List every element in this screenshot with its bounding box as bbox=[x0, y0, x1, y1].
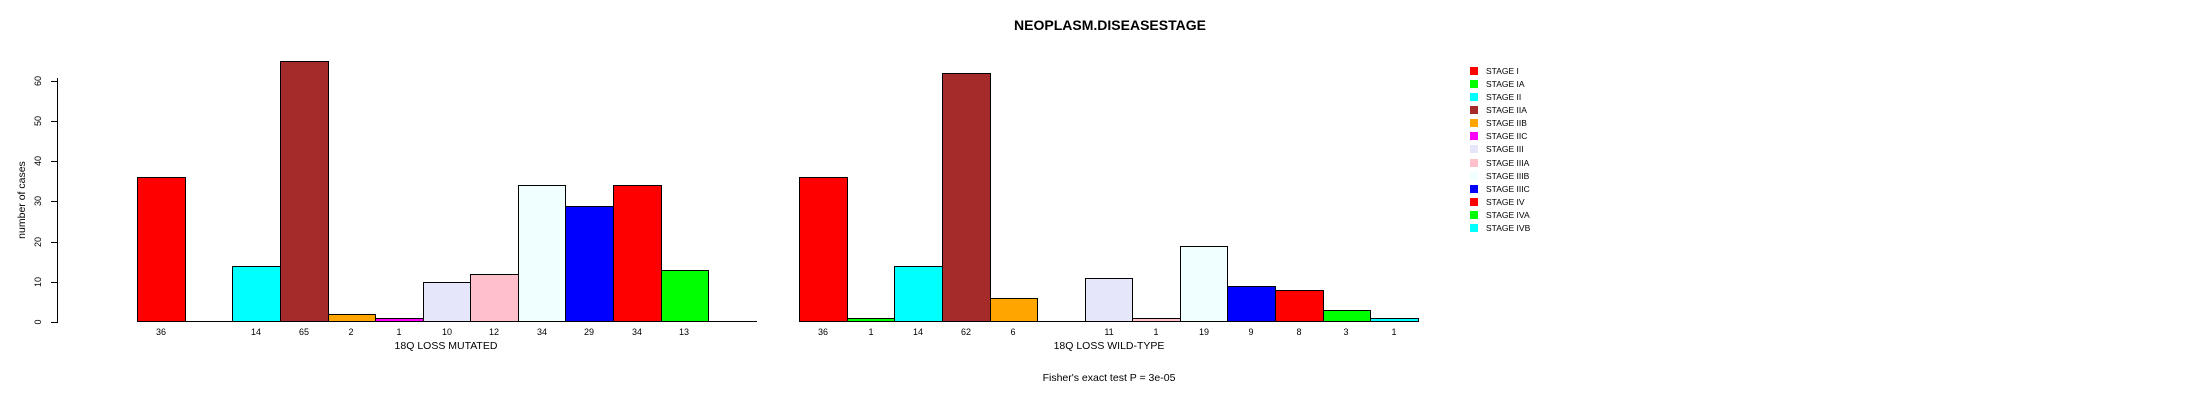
bar-count-label: 11 bbox=[1104, 327, 1114, 337]
legend-swatch-stage-iiia bbox=[1470, 159, 1478, 167]
bar-count-label: 1 bbox=[868, 327, 874, 337]
bar-count-label: 36 bbox=[817, 327, 829, 337]
bar-stage-ii-mutated bbox=[232, 266, 281, 322]
bar-stage-iia-wild-type bbox=[942, 73, 991, 322]
chart-title: NEOPLASM.DISEASESTAGE bbox=[1014, 17, 1206, 33]
bar-count-label: 65 bbox=[298, 327, 310, 337]
legend-swatch-stage-iii bbox=[1470, 145, 1478, 153]
legend-swatch-stage-iv bbox=[1470, 198, 1478, 206]
bar-stage-i-wild-type bbox=[799, 177, 848, 322]
bar-count-label: 9 bbox=[1248, 327, 1254, 337]
legend-label-stage-iic: STAGE IIC bbox=[1486, 131, 1528, 141]
bar-count-label: 1 bbox=[1391, 327, 1397, 337]
y-tick-label: 20 bbox=[33, 236, 43, 248]
legend-swatch-stage-i bbox=[1470, 67, 1478, 75]
legend-swatch-stage-iva bbox=[1470, 211, 1478, 219]
bar-stage-iiia-wild-type bbox=[1132, 318, 1181, 322]
x-axis-title-mutated: 18Q LOSS MUTATED bbox=[394, 340, 498, 352]
legend-label-stage-iva: STAGE IVA bbox=[1486, 210, 1530, 220]
legend-swatch-stage-ivb bbox=[1470, 224, 1478, 232]
y-axis-title: number of cases bbox=[16, 161, 28, 239]
y-tick-mark bbox=[51, 121, 57, 122]
legend-swatch-stage-ia bbox=[1470, 80, 1478, 88]
bar-stage-iib-wild-type bbox=[990, 298, 1038, 322]
bar-stage-iic-mutated bbox=[375, 318, 424, 322]
legend-swatch-stage-iiic bbox=[1470, 185, 1478, 193]
legend-swatch-stage-iiib bbox=[1470, 172, 1478, 180]
bar-stage-iiic-wild-type bbox=[1227, 286, 1276, 322]
legend-swatch-stage-iia bbox=[1470, 106, 1478, 114]
bar-count-label: 14 bbox=[250, 327, 262, 337]
bar-count-label: 12 bbox=[488, 327, 500, 337]
y-tick-mark bbox=[51, 161, 57, 162]
y-tick-label: 60 bbox=[33, 75, 43, 87]
bar-stage-iiib-mutated bbox=[518, 185, 566, 322]
legend-label-stage-ii: STAGE II bbox=[1486, 92, 1522, 102]
bar-stage-iiib-wild-type bbox=[1180, 246, 1228, 322]
y-tick-mark bbox=[51, 242, 57, 243]
bar-count-label: 13 bbox=[678, 327, 690, 337]
bar-count-label: 1 bbox=[1153, 327, 1159, 337]
bar-stage-iib-mutated bbox=[328, 314, 376, 322]
bar-count-label: 36 bbox=[155, 327, 167, 337]
bar-count-label: 1 bbox=[396, 327, 402, 337]
y-tick-label: 30 bbox=[33, 195, 43, 207]
x-axis-title-wild-type: 18Q LOSS WILD-TYPE bbox=[1053, 340, 1165, 352]
legend-swatch-stage-iib bbox=[1470, 119, 1478, 127]
bar-count-label: 14 bbox=[912, 327, 924, 337]
legend-label-stage-iiic: STAGE IIIC bbox=[1486, 184, 1530, 194]
bar-stage-ia-mutated bbox=[185, 321, 233, 322]
bar-count-label: 8 bbox=[1296, 327, 1302, 337]
legend-label-stage-iv: STAGE IV bbox=[1486, 197, 1525, 207]
bar-stage-ivb-wild-type bbox=[1370, 318, 1419, 322]
y-tick-mark bbox=[51, 322, 57, 323]
bar-stage-iiic-mutated bbox=[565, 206, 614, 322]
bar-count-label: 3 bbox=[1343, 327, 1349, 337]
bar-count-label: 2 bbox=[348, 327, 354, 337]
legend-swatch-stage-ii bbox=[1470, 93, 1478, 101]
y-tick-label: 10 bbox=[33, 276, 43, 288]
bar-stage-iiia-mutated bbox=[470, 274, 519, 322]
bar-stage-iii-mutated bbox=[423, 282, 471, 322]
legend-label-stage-iiia: STAGE IIIA bbox=[1486, 158, 1530, 168]
bar-stage-ivb-mutated bbox=[708, 321, 757, 322]
bar-stage-i-mutated bbox=[137, 177, 186, 322]
bar-stage-iv-wild-type bbox=[1275, 290, 1324, 322]
legend-swatch-stage-iic bbox=[1470, 132, 1478, 140]
bar-stage-iic-wild-type bbox=[1037, 321, 1086, 322]
bar-count-label: 34 bbox=[631, 327, 643, 337]
bar-count-label: 34 bbox=[536, 327, 548, 337]
bar-stage-ia-wild-type bbox=[847, 318, 895, 322]
bar-stage-ii-wild-type bbox=[894, 266, 943, 322]
y-axis-line bbox=[57, 78, 58, 323]
y-tick-mark bbox=[51, 282, 57, 283]
bar-stage-iii-wild-type bbox=[1085, 278, 1133, 322]
y-tick-mark bbox=[51, 81, 57, 82]
legend-label-stage-ia: STAGE IA bbox=[1486, 79, 1525, 89]
bar-count-label: 62 bbox=[960, 327, 972, 337]
bar-stage-iva-mutated bbox=[661, 270, 709, 322]
legend-label-stage-iiib: STAGE IIIB bbox=[1486, 171, 1530, 181]
y-tick-mark bbox=[51, 201, 57, 202]
y-tick-label: 50 bbox=[33, 115, 43, 127]
bar-count-label: 10 bbox=[441, 327, 453, 337]
legend-label-stage-iii: STAGE III bbox=[1486, 144, 1524, 154]
bar-stage-iv-mutated bbox=[613, 185, 662, 322]
bar-count-label: 6 bbox=[1010, 327, 1016, 337]
legend-label-stage-iib: STAGE IIB bbox=[1486, 118, 1527, 128]
legend-label-stage-ivb: STAGE IVB bbox=[1486, 223, 1531, 233]
bar-stage-iva-wild-type bbox=[1323, 310, 1371, 322]
fisher-test-annotation: Fisher's exact test P = 3e-05 bbox=[1042, 372, 1176, 384]
bar-stage-iia-mutated bbox=[280, 61, 329, 322]
y-tick-label: 40 bbox=[33, 155, 43, 167]
y-tick-label: 0 bbox=[33, 319, 43, 325]
legend-label-stage-i: STAGE I bbox=[1486, 66, 1519, 76]
bar-count-label: 29 bbox=[583, 327, 595, 337]
legend-label-stage-iia: STAGE IIA bbox=[1486, 105, 1527, 115]
bar-count-label: 19 bbox=[1198, 327, 1210, 337]
